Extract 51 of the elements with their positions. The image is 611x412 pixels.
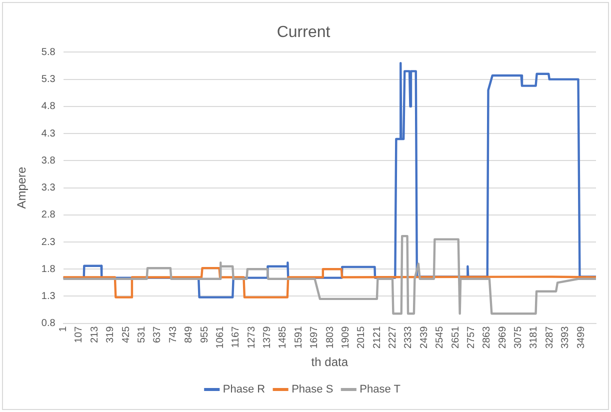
- y-tick-label: 2.3: [41, 236, 56, 248]
- x-tick-label: 2757: [466, 326, 477, 349]
- x-tick-label: 2439: [418, 326, 430, 349]
- x-tick-label: 2969: [497, 326, 508, 349]
- x-tick-label: 319: [105, 326, 116, 344]
- x-tick-label: 3393: [560, 326, 572, 349]
- x-tick-label: 955: [199, 326, 210, 344]
- y-tick-label: 4.3: [41, 128, 56, 140]
- y-tick-label: 5.8: [41, 46, 56, 58]
- x-tick-label: 531: [136, 326, 148, 344]
- x-tick-label: 2227: [388, 326, 399, 349]
- x-tick-label: 1167: [230, 326, 242, 348]
- y-tick-label: 0.8: [41, 318, 56, 330]
- y-tick-label: 3.3: [41, 182, 56, 194]
- x-tick-label: 1591: [293, 326, 304, 349]
- x-tick-label: 1697: [309, 326, 320, 349]
- x-tick-label: 2121: [372, 326, 383, 349]
- chart-title: Current: [276, 24, 331, 42]
- legend-label: Phase T: [360, 384, 401, 396]
- x-tick-label: 1061: [214, 326, 226, 349]
- x-tick-label: 3287: [544, 326, 556, 349]
- x-tick-label: 3181: [528, 326, 540, 349]
- y-tick-label: 3.8: [41, 155, 56, 166]
- x-tick-label: 213: [89, 326, 100, 344]
- x-tick-label: 1379: [262, 326, 274, 349]
- x-tick-label: 1803: [324, 326, 336, 349]
- x-tick-label: 743: [168, 326, 179, 344]
- x-tick-label: 849: [184, 326, 195, 344]
- x-axis-title: th data: [311, 355, 348, 370]
- legend-label: Phase R: [222, 384, 266, 396]
- y-tick-label: 1.8: [41, 264, 56, 275]
- y-tick-label: 4.8: [41, 101, 56, 112]
- x-tick-label: 2651: [450, 326, 462, 349]
- x-tick-label: 107: [74, 326, 85, 344]
- x-tick-label: 1273: [246, 326, 258, 349]
- x-tick-label: 2333: [403, 326, 414, 349]
- x-tick-label: 3499: [576, 326, 587, 349]
- x-tick-label: 2015: [356, 326, 368, 349]
- x-tick-label: 2545: [434, 326, 446, 349]
- x-tick-label: 2863: [482, 326, 493, 349]
- x-tick-label: 1485: [278, 326, 289, 349]
- x-tick-label: 3075: [513, 326, 524, 349]
- x-tick-label: 637: [152, 326, 164, 344]
- y-tick-label: 2.8: [41, 210, 56, 221]
- x-tick-label: 1909: [340, 326, 352, 349]
- y-tick-label: 1.3: [41, 290, 56, 302]
- y-tick-label: 5.3: [41, 74, 56, 86]
- x-tick-label: 1: [58, 326, 70, 332]
- y-axis-title: Ampere: [14, 166, 29, 209]
- x-tick-label: 425: [120, 326, 132, 344]
- legend-label: Phase S: [292, 384, 334, 396]
